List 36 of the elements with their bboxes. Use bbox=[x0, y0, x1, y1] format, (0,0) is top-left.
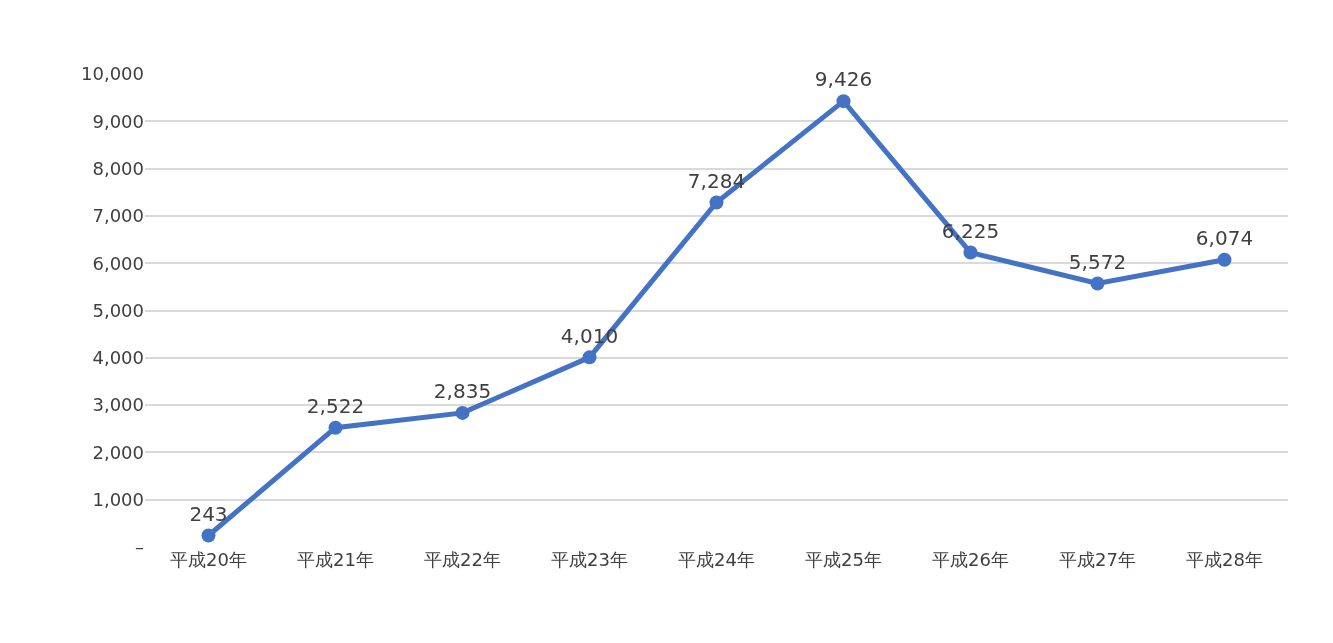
x-tick-label: 平成20年 bbox=[170, 549, 247, 570]
y-tick-label: 2,000 bbox=[92, 441, 144, 463]
data-label: 9,426 bbox=[814, 67, 873, 92]
y-tick-label: 9,000 bbox=[92, 110, 144, 132]
x-tick-label: 平成22年 bbox=[424, 549, 501, 570]
point bbox=[455, 405, 470, 420]
y-tick-label: 10,000 bbox=[81, 63, 144, 85]
x-tick-label: 平成25年 bbox=[805, 549, 882, 570]
y-tick-label: 6,000 bbox=[92, 252, 144, 274]
point bbox=[709, 195, 724, 210]
data-label: 7,284 bbox=[687, 168, 746, 193]
data-label: 5,572 bbox=[1068, 249, 1127, 274]
x-tick-label: 平成21年 bbox=[297, 549, 374, 570]
y-tick-label: 1,000 bbox=[92, 489, 144, 510]
point bbox=[1090, 276, 1105, 291]
data-label: 2,835 bbox=[433, 379, 492, 404]
point bbox=[836, 94, 851, 109]
data-label: 243 bbox=[189, 501, 228, 526]
x-tick-label: 平成24年 bbox=[678, 549, 755, 570]
point bbox=[201, 528, 216, 543]
y-tick-label: 7,000 bbox=[92, 205, 144, 227]
point bbox=[1217, 252, 1232, 267]
y-tick-label: 5,000 bbox=[92, 299, 144, 321]
x-tick-label: 平成27年 bbox=[1059, 549, 1136, 570]
y-tick-label: 4,000 bbox=[92, 347, 144, 369]
point bbox=[328, 420, 343, 435]
data-label: 2,522 bbox=[306, 393, 365, 418]
x-tick-label: 平成26年 bbox=[932, 549, 1009, 570]
y-tick-label: 3,000 bbox=[92, 394, 144, 416]
data-label: 6,074 bbox=[1195, 225, 1254, 250]
x-tick-label: 平成28年 bbox=[1186, 549, 1263, 570]
point bbox=[582, 350, 597, 365]
y-tick-label: – bbox=[135, 536, 144, 558]
x-tick-label: 平成23年 bbox=[551, 549, 628, 570]
y-tick-label: 8,000 bbox=[92, 157, 144, 179]
point bbox=[963, 245, 978, 260]
